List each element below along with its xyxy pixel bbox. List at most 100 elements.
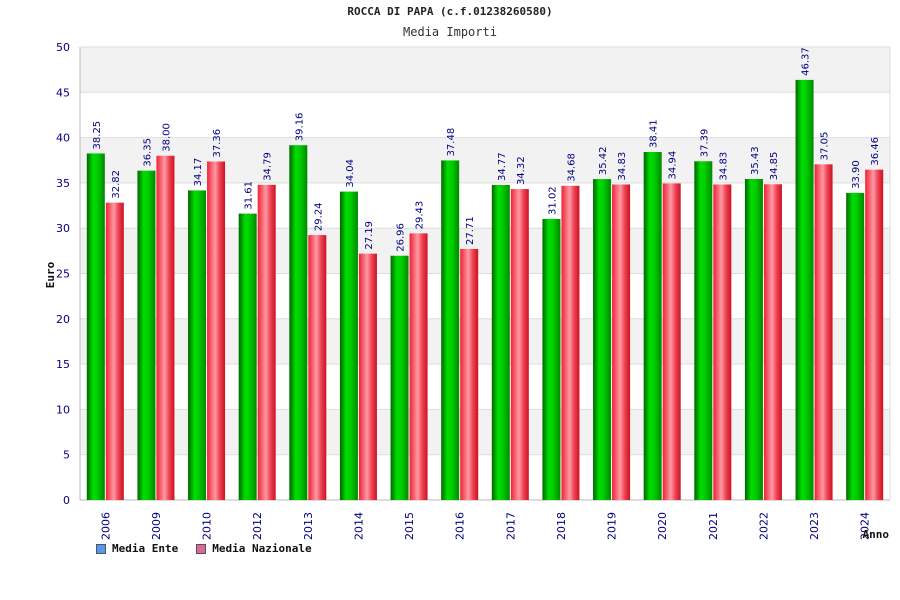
legend-label-media-ente: Media Ente [112,542,179,555]
data-label: 27.19 [364,221,375,250]
bar-media-ente [744,179,763,500]
y-axis-label: Euro [44,261,57,288]
x-tick-label: 2018 [555,512,568,540]
data-label: 38.41 [649,119,660,148]
bar-media-ente [491,184,510,500]
bar-media-nazionale [561,185,580,500]
y-tick-label: 20 [56,313,70,326]
bar-media-nazionale [358,253,377,500]
data-label: 37.36 [212,129,223,158]
legend-item-media-nazionale: Media Nazionale [196,542,312,555]
bar-media-ente [86,153,105,500]
bar-media-nazionale [207,161,226,500]
data-label: 34.17 [193,158,204,187]
bar-media-nazionale [460,248,479,500]
legend-label-media-nazionale: Media Nazionale [212,542,312,555]
x-tick-label: 2023 [808,512,821,540]
data-label: 46.37 [801,47,812,76]
bar-media-nazionale [713,184,732,501]
x-tick-label: 2024 [859,512,872,540]
x-tick-label: 2010 [201,512,214,540]
data-label: 37.48 [446,128,457,157]
y-tick-label: 25 [56,268,70,281]
x-tick-label: 2013 [302,512,315,540]
data-label: 34.68 [566,153,577,182]
data-label: 37.05 [820,132,831,161]
x-tick-label: 2021 [707,512,720,540]
bar-media-ente [188,190,207,500]
bar-media-ente [289,145,308,501]
data-label: 31.02 [547,186,558,215]
bar-media-nazionale [105,202,124,500]
data-label: 39.16 [294,113,305,142]
chart-title: ROCCA DI PAPA (c.f.01238260580) [347,5,553,18]
chart-subtitle: Media Importi [403,25,497,39]
data-label: 34.85 [769,152,780,181]
y-tick-label: 30 [56,222,70,235]
y-tick-label: 45 [56,86,70,99]
legend-swatch-media-ente [96,543,106,554]
bar-media-nazionale [510,189,529,501]
bar-media-ente [339,191,358,500]
x-axis-label: Anno [863,528,890,541]
x-tick-label: 2016 [454,512,467,540]
data-label: 27.71 [465,216,476,245]
data-label: 38.25 [92,121,103,150]
bar-media-nazionale [612,184,631,501]
data-label: 36.46 [870,137,881,166]
bar-media-nazionale [662,183,681,500]
y-tick-label: 40 [56,132,70,145]
y-tick-label: 5 [63,449,70,462]
data-label: 34.79 [263,152,274,181]
data-label: 34.77 [497,152,508,181]
data-label: 35.42 [598,146,609,175]
x-tick-label: 2009 [150,512,163,540]
grid-band [80,47,890,93]
data-label: 34.94 [668,151,679,180]
bar-media-ente [542,218,561,500]
x-tick-label: 2017 [504,512,517,540]
legend-item-media-ente: Media Ente [96,542,178,555]
data-label: 29.24 [313,202,324,231]
bar-media-ente [694,161,713,501]
bar-media-ente [593,179,612,501]
x-tick-label: 2014 [352,512,365,540]
bar-media-nazionale [409,233,428,500]
x-tick-label: 2020 [656,512,669,540]
data-label: 37.39 [699,129,710,158]
bar-media-nazionale [308,235,327,500]
x-tick-label: 2019 [606,512,619,540]
x-tick-label: 2006 [99,512,112,540]
data-label: 26.96 [396,223,407,252]
bar-media-ente [390,255,409,500]
data-label: 38.00 [161,123,172,152]
x-tick-label: 2022 [757,512,770,540]
data-label: 34.83 [617,152,628,181]
bar-media-nazionale [763,184,782,500]
bar-media-ente [238,213,257,500]
bar-media-ente [795,79,814,500]
data-label: 33.90 [851,160,862,189]
data-label: 35.43 [750,146,761,175]
data-label: 32.82 [111,170,122,199]
y-tick-label: 0 [63,494,70,507]
y-tick-label: 50 [56,41,70,54]
y-tick-label: 15 [56,358,70,371]
y-tick-label: 35 [56,177,70,190]
bar-media-ente [137,170,156,500]
bar-media-nazionale [156,155,175,500]
bar-media-ente [441,160,460,500]
bar-media-nazionale [814,164,833,500]
data-label: 34.32 [516,156,527,185]
y-tick-label: 10 [56,403,70,416]
legend-swatch-media-nazionale [196,543,207,554]
bar-media-nazionale [257,184,276,500]
data-label: 34.83 [718,152,729,181]
chart-legend: Media Ente Media Nazionale [96,542,312,555]
bar-media-ente [846,192,865,500]
data-label: 31.61 [244,181,255,210]
bar-media-nazionale [865,169,884,500]
data-label: 34.04 [345,159,356,188]
data-label: 29.43 [415,201,426,230]
